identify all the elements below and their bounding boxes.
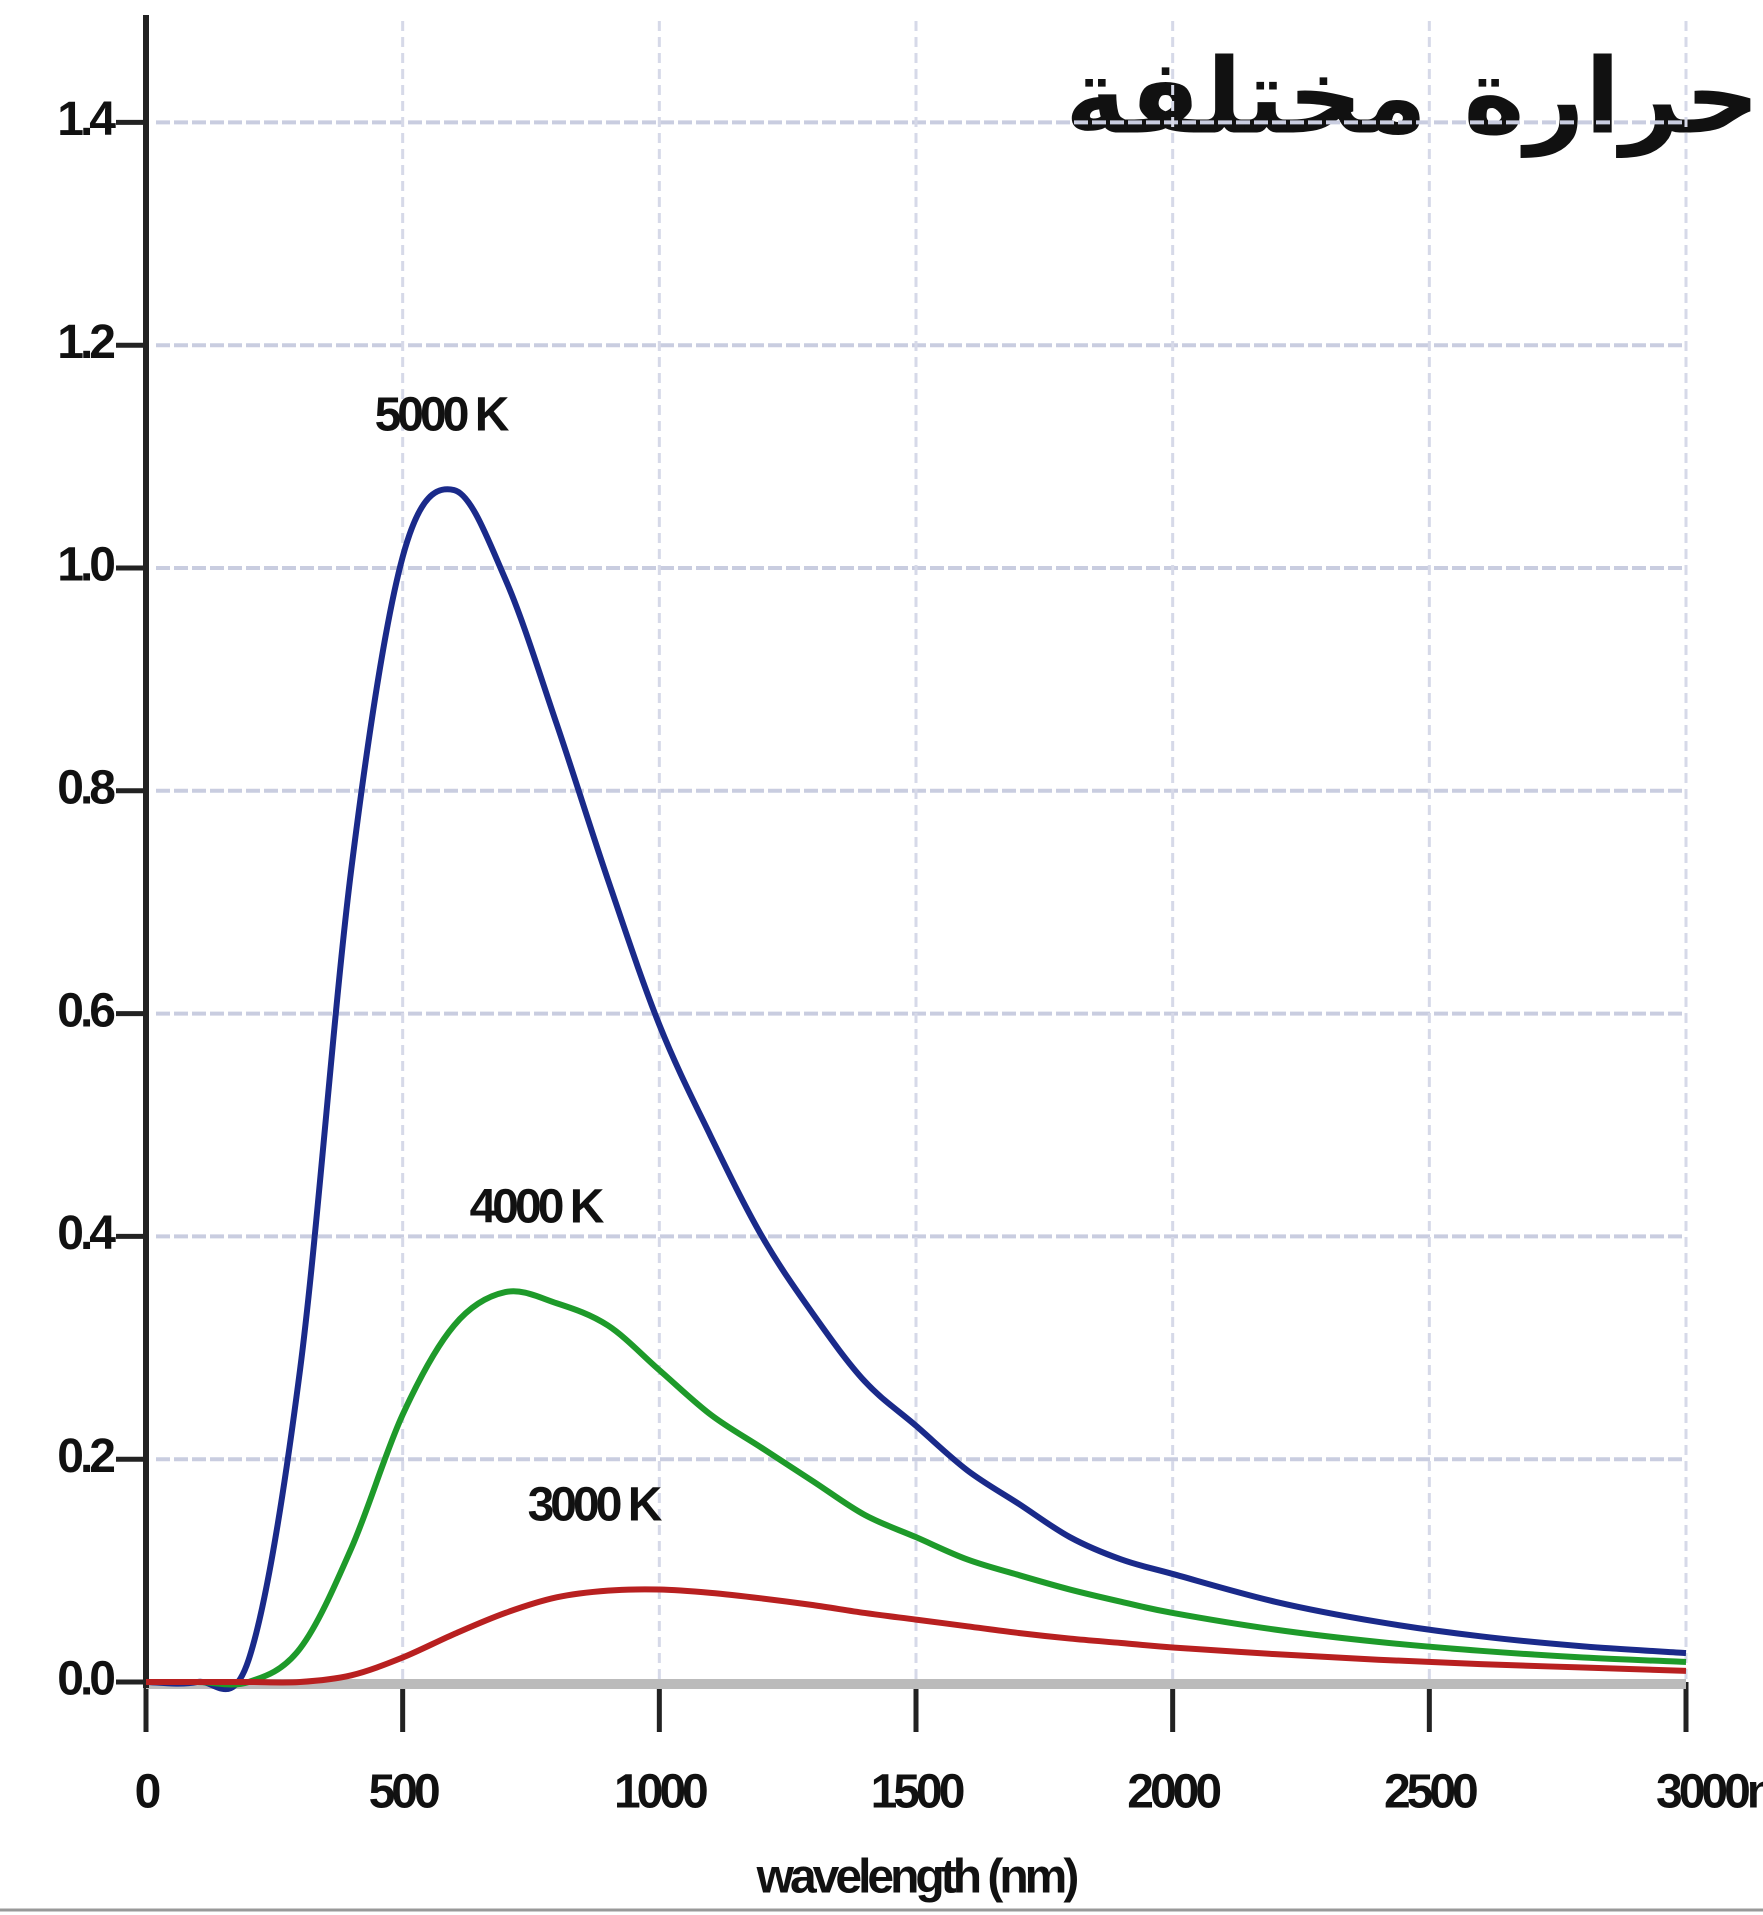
series-label: 3000 K (528, 1479, 663, 1532)
y-tick-label: 0.0 (57, 1653, 114, 1706)
series-line (145, 486, 1687, 1693)
x-tick-label: 500 (369, 1766, 439, 1819)
series-label: 4000 K (470, 1181, 605, 1234)
y-tick-label: 1.2 (57, 316, 114, 369)
y-tick-label: 0.6 (57, 984, 114, 1037)
y-tick-label: 0.8 (57, 761, 115, 814)
y-tick-label: 1.0 (57, 539, 114, 592)
x-tick-label: 1500 (871, 1766, 964, 1819)
series-line (145, 1586, 1687, 1686)
y-tick-label: 0.2 (57, 1430, 114, 1483)
series-line (145, 1288, 1687, 1688)
series-label: 5000 K (375, 389, 510, 442)
x-tick-label: 2500 (1384, 1766, 1477, 1819)
chart-title: حرارة مختلفة (1065, 35, 1760, 157)
x-tick-label: 2000 (1127, 1766, 1220, 1819)
y-tick-label: 0.4 (57, 1207, 116, 1260)
x-axis-label: wavelength (nm) (756, 1851, 1078, 1904)
x-tick-label: 0 (135, 1766, 160, 1819)
y-tick-label: 1.4 (57, 93, 116, 146)
x-tick-label: 1000 (614, 1766, 707, 1819)
x-tick-label: 3000nm (1656, 1766, 1763, 1819)
